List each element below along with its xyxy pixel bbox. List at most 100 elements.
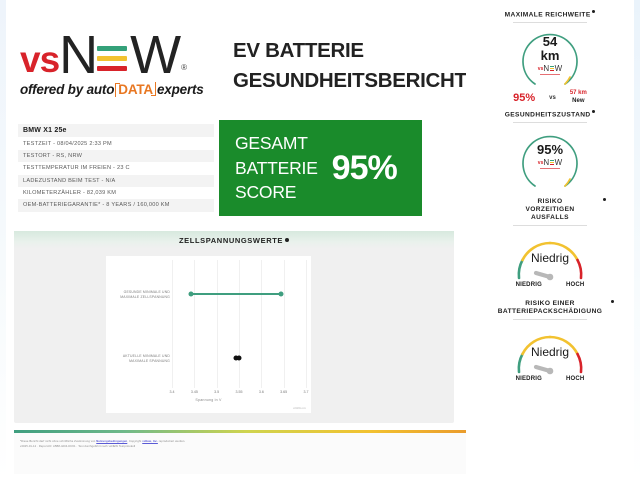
vehicle-info-row: TESTORT - RS, NRW xyxy=(18,149,214,163)
risk-failure-gauge: Niedrig xyxy=(506,230,594,284)
health-gauge: 95% vs N W xyxy=(513,129,587,191)
left-edge-gradient xyxy=(0,0,6,480)
risk-pack-heading-l1: RISIKO EINER xyxy=(525,300,575,307)
chart-row-label-actual: AKTUELLE MINIMALE UND MAXIMALE SPANNUNG xyxy=(122,354,170,364)
tagline-prefix: offered by auto xyxy=(20,82,115,97)
overall-score-value: 95% xyxy=(331,148,398,187)
footer-color-bar xyxy=(14,430,626,433)
footer-legal-c: reproduziert werden. xyxy=(157,439,186,443)
page-title-line1: EV BATTERIE xyxy=(233,39,364,62)
chart-x-tick: 3.5 xyxy=(214,390,220,394)
max-range-gauge-center: 54 km vs N W xyxy=(513,27,587,89)
cell-voltage-header: ZELLSPANNUNGSWERTE xyxy=(14,231,454,249)
info-icon[interactable] xyxy=(592,10,596,14)
gauge-needle-icon xyxy=(533,364,554,375)
mini-logo-underline xyxy=(540,74,560,76)
range-new-value: 57 km New xyxy=(570,90,587,105)
chart-gridline xyxy=(306,260,307,388)
right-edge-gradient xyxy=(634,0,640,480)
health-heading: GESUNDHEITSZUSTAND xyxy=(466,110,634,124)
overall-battery-score-card: GESAMT BATTERIE SCORE 95% xyxy=(219,120,422,216)
footer-legal-text: *Diese Bericht darf nicht ohne schriftli… xyxy=(20,439,185,474)
heading-underline xyxy=(513,22,587,24)
info-icon[interactable] xyxy=(602,198,606,202)
risk-failure-heading: RISIKO VORZEITIGEN AUSFALLS xyxy=(466,198,634,227)
logo-letter-n: N xyxy=(59,24,98,85)
info-icon[interactable] xyxy=(285,238,289,242)
max-range-gauge-arc xyxy=(522,33,578,85)
info-icon[interactable] xyxy=(592,110,596,114)
logo-letter-w: W xyxy=(130,24,181,85)
company-link[interactable]: vsNew, Inc. xyxy=(142,439,158,443)
chart-range-line xyxy=(191,293,282,295)
risk-failure-heading-l2: VORZEITIGEN xyxy=(525,206,575,214)
footer-legal-line2: v2025-01-12 · Report-ID: A5B8-4204-DC61 … xyxy=(20,445,136,449)
heading-underline xyxy=(513,318,587,320)
chart-x-axis-label: Spannung in V xyxy=(195,398,222,402)
heading-underline xyxy=(513,225,587,227)
health-section: GESUNDHEITSZUSTAND 95% vs N W xyxy=(466,110,634,191)
tagline-suffix: experts xyxy=(156,82,204,97)
vehicle-info-row: LADEZUSTAND BEIM TEST - N/A xyxy=(18,174,214,187)
cell-voltage-chart: GESUNDE MINIMALE UND MAXIMALE ZELLSPANNU… xyxy=(106,256,311,413)
terms-link[interactable]: Nutzungsbedingungen xyxy=(96,439,128,443)
chart-gridline xyxy=(216,260,218,388)
max-range-number: 54 xyxy=(542,33,558,49)
range-vs-label: vs xyxy=(549,94,556,101)
risk-failure-gauge-arc xyxy=(517,241,583,281)
logo-wordmark: vs N W ® xyxy=(20,24,220,85)
vehicle-info-row: TESTTEMPERATUR IM FREIEN - 23 C xyxy=(18,162,214,175)
max-range-section: MAXIMALE REICHWEITE 54 km vs N W xyxy=(466,10,634,105)
risk-pack-scale-labels: NIEDRIG HOCH xyxy=(466,376,634,382)
chart-x-tick: 3.45 xyxy=(190,390,198,394)
risk-pack-value: Niedrig xyxy=(530,345,569,360)
chart-gridline xyxy=(194,260,196,388)
chart-data-point xyxy=(188,291,194,297)
risk-failure-heading-l3: AUSFALLS xyxy=(530,214,569,222)
risk-pack-gauge: Niedrig xyxy=(506,324,594,378)
sidebar: MAXIMALE REICHWEITE 54 km vs N W xyxy=(466,0,640,480)
main-column: vs N W ® offered by auto DATA experts EV… xyxy=(0,0,626,480)
chart-x-tick: 3.65 xyxy=(280,390,288,394)
footer-legal-line1: *Diese Bericht darf nicht ohne schriftli… xyxy=(20,439,185,445)
risk-pack-heading: RISIKO EINER BATTERIEPACKSCHÄDIGUNG xyxy=(466,300,634,320)
page-title: EV BATTERIE GESUNDHEITSBERICHT xyxy=(233,36,468,95)
risk-pack-gauge-arc xyxy=(517,335,583,375)
health-heading-text: GESUNDHEITSZUSTAND xyxy=(504,111,591,119)
brand-logo: vs N W ® offered by auto DATA experts xyxy=(20,24,220,106)
score-label-line1: GESAMT xyxy=(235,133,308,154)
range-comparison-row: 95% vs 57 km New xyxy=(466,90,634,105)
chart-x-tick: 3.6 xyxy=(258,390,264,394)
mini-logo-underline xyxy=(540,168,560,170)
risk-failure-low-label: NIEDRIG xyxy=(515,282,542,289)
chart-data-point xyxy=(233,355,239,361)
max-range-heading: MAXIMALE REICHWEITE xyxy=(466,10,634,24)
page-title-line2: GESUNDHEITSBERICHT xyxy=(233,68,467,92)
logo-letter-e-bars-icon xyxy=(97,46,128,71)
risk-pack-high-label: HOCH xyxy=(565,375,585,382)
chart-gridline xyxy=(283,260,285,388)
registered-mark: ® xyxy=(181,63,188,72)
risk-pack-section: RISIKO EINER BATTERIEPACKSCHÄDIGUNG Nied… xyxy=(466,300,634,382)
risk-failure-value: Niedrig xyxy=(530,251,569,266)
health-gauge-arc xyxy=(522,135,578,187)
score-label-line3: SCORE xyxy=(235,182,297,203)
vehicle-info-row: TESTZEIT - 08/04/2025 2:33 PM xyxy=(18,137,214,150)
mini-logo-e-icon xyxy=(549,66,555,72)
max-range-unit: km xyxy=(540,47,560,63)
chart-gridline xyxy=(239,260,240,388)
chart-data-point xyxy=(236,355,242,361)
chart-x-tick: 3.55 xyxy=(235,390,243,394)
max-range-value: 54 km xyxy=(541,35,560,62)
gauge-needle-icon xyxy=(533,271,554,281)
score-label-line2: BATTERIE xyxy=(235,157,318,178)
chart-x-tick: 3.4 xyxy=(169,390,175,394)
range-percent: 95% xyxy=(513,91,536,104)
risk-pack-heading-l2: BATTERIEPACKSCHÄDIGUNG xyxy=(497,308,603,316)
max-range-gauge: 54 km vs N W xyxy=(513,27,587,89)
chart-data-point xyxy=(278,291,284,297)
risk-failure-high-label: HOCH xyxy=(565,282,585,289)
range-new-number: 57 km xyxy=(569,90,587,97)
info-icon[interactable] xyxy=(610,300,614,304)
